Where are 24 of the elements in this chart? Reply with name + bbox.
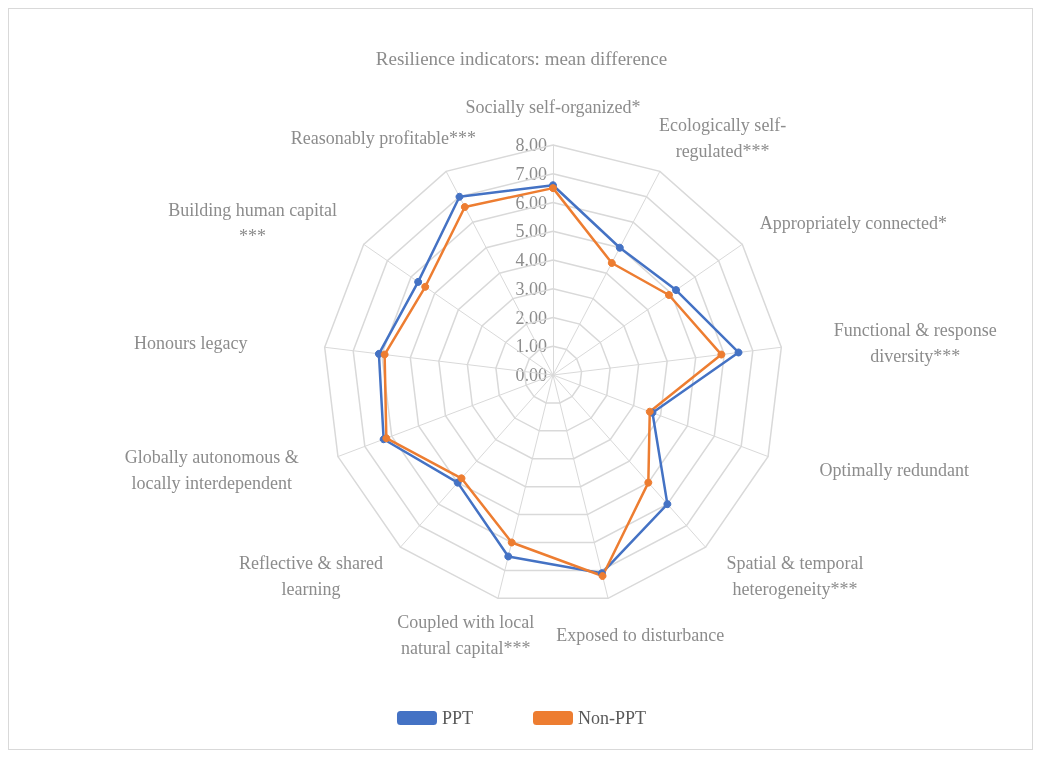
spoke-label: Building human capital *** — [168, 199, 338, 246]
chart-title: Resilience indicators: mean difference — [375, 48, 668, 69]
y-tick-label: 0.00 — [515, 365, 547, 385]
y-tick-label: 1.00 — [515, 336, 547, 357]
spoke-label: Honours legacy — [133, 332, 248, 353]
legend-label: Non-PPT — [578, 708, 647, 728]
spoke-label: Coupled with local natural capital*** — [397, 612, 535, 659]
spoke-label: Exposed to disturbance — [556, 625, 725, 646]
y-tick-label: 2.00 — [515, 307, 547, 328]
y-tick-label: 3.00 — [515, 278, 547, 299]
y-tick-label: 4.00 — [515, 250, 547, 270]
legend-label: PPT — [441, 708, 474, 728]
spoke-label: Socially self-organized* — [465, 97, 641, 117]
y-tick-label: 5.00 — [515, 221, 547, 242]
y-tick-label: 8.00 — [515, 135, 547, 155]
spoke-label: Reasonably profitable*** — [290, 127, 477, 148]
spoke-label: Ecologically self- regulated*** — [658, 114, 787, 161]
spoke-label: Spatial & temporal heterogeneity*** — [726, 552, 864, 599]
spoke-label: Functional & response diversity*** — [833, 319, 997, 366]
spoke-label: Reflective & shared learning — [238, 552, 383, 599]
spoke-label: Optimally redundant — [819, 460, 970, 481]
spoke-label: Appropriately connected* — [759, 212, 948, 233]
spoke-label: Globally autonomous & locally interdependent — [124, 447, 299, 494]
y-tick-label: 7.00 — [515, 163, 547, 184]
